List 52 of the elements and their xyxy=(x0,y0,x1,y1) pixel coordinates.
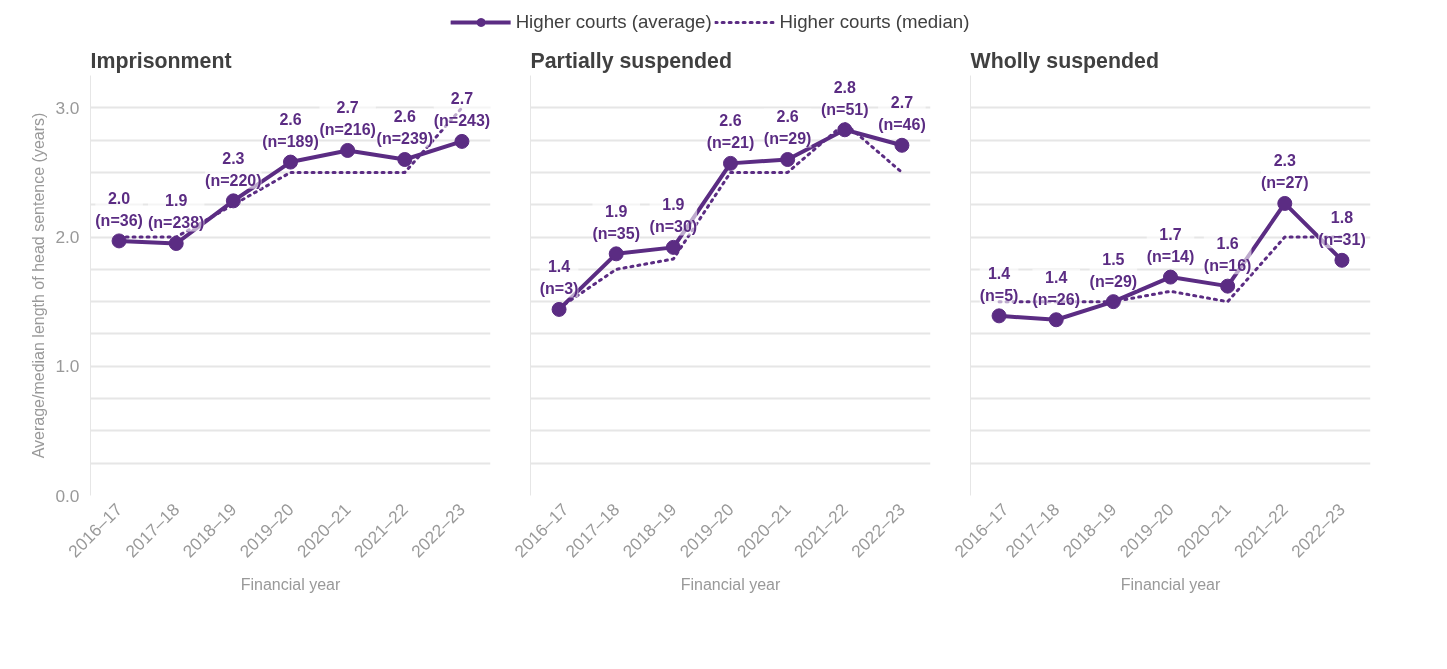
point xyxy=(608,246,624,262)
point xyxy=(283,154,298,170)
data-label: 1.4 (n=5) xyxy=(979,264,1019,304)
data-label: 1.7 (n=14) xyxy=(1146,226,1195,266)
data-label: 1.9 (n=238) xyxy=(147,192,205,232)
data-label: 2.6 (n=29) xyxy=(763,108,812,148)
data-label: 2.7 (n=243) xyxy=(433,90,491,130)
point xyxy=(1277,195,1293,211)
x-axis-title: Financial year xyxy=(680,576,781,594)
point xyxy=(168,236,184,251)
point xyxy=(397,152,413,167)
legend-label: Higher courts (median) xyxy=(779,11,970,33)
x-axis-title: Financial year xyxy=(1120,576,1221,594)
data-label: 2.7 (n=46) xyxy=(878,94,926,134)
y-tick-label: 1.0 xyxy=(55,356,80,377)
chart-title: Imprisonment xyxy=(90,49,232,73)
data-label: 1.4 (n=26) xyxy=(1032,268,1081,308)
data-label: 1.4 (n=3) xyxy=(539,258,579,298)
point xyxy=(454,133,470,149)
point xyxy=(111,233,127,249)
chart-title: Partially suspended xyxy=(530,49,733,73)
data-label: 2.3 (n=27) xyxy=(1261,152,1309,192)
data-label: 2.6 (n=189) xyxy=(262,110,319,151)
data-label: 2.0 (n=36) xyxy=(95,189,143,229)
y-tick-label: 3.0 xyxy=(55,97,80,118)
data-label: 2.6 (n=21) xyxy=(706,112,755,152)
data-label: 2.8 (n=51) xyxy=(821,78,869,118)
point xyxy=(1163,269,1178,285)
data-label: 1.9 (n=30) xyxy=(649,196,698,236)
point xyxy=(665,239,681,255)
data-label: 1.9 (n=35) xyxy=(592,202,641,242)
point xyxy=(723,155,738,171)
y-tick-label: 0.0 xyxy=(55,485,80,506)
y-tick-label: 2.0 xyxy=(55,227,80,248)
data-label: 1.5 (n=29) xyxy=(1089,250,1138,290)
data-label: 2.7 (n=216) xyxy=(319,99,376,139)
point xyxy=(551,301,567,317)
y-axis-title: Average/median length of head sentence (years) xyxy=(30,112,48,459)
point xyxy=(1048,312,1064,328)
legend-label: Higher courts (average) xyxy=(515,11,712,33)
data-label: 1.6 (n=16) xyxy=(1203,235,1252,275)
point xyxy=(1334,252,1350,268)
data-label: 2.6 (n=239) xyxy=(376,108,434,148)
x-axis-title: Financial year xyxy=(240,576,341,594)
data-label: 1.8 (n=31) xyxy=(1318,209,1366,249)
point xyxy=(780,152,796,167)
point xyxy=(1220,278,1236,294)
point xyxy=(991,308,1007,324)
point xyxy=(894,137,910,153)
point xyxy=(340,142,356,158)
data-label: 2.3 (n=220) xyxy=(205,149,262,189)
chart-title: Wholly suspended xyxy=(970,49,1159,73)
